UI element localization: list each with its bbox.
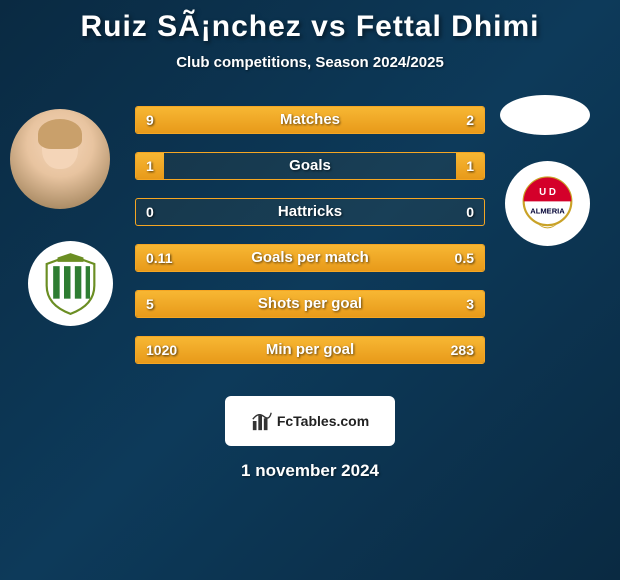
player-right-avatar [500,95,590,135]
logo-chart-icon [251,410,273,432]
comparison-area: U D ALMERIA 92Matches 11Goals 00Hattricks 0… [0,101,620,381]
stat-label: Goals [136,153,484,179]
date-label: 1 november 2024 [0,461,620,481]
stat-label: Min per goal [136,337,484,363]
stat-row: 0.110.5Goals per match [135,244,485,272]
club-right-badge: U D ALMERIA [505,161,590,246]
stat-label: Goals per match [136,245,484,271]
stat-row: 92Matches [135,106,485,134]
stat-row: 00Hattricks [135,198,485,226]
subtitle: Club competitions, Season 2024/2025 [0,54,620,71]
fctables-logo: FcTables.com [225,396,395,446]
stat-row: 1020283Min per goal [135,336,485,364]
cordoba-badge-icon [38,251,103,316]
club-left-badge [28,241,113,326]
almeria-badge-icon: U D ALMERIA [515,171,580,236]
page-title: Ruiz SÃ¡nchez vs Fettal Dhimi [0,0,620,44]
stat-row: 11Goals [135,152,485,180]
player-left-avatar [10,109,110,209]
stat-label: Matches [136,107,484,133]
logo-text: FcTables.com [277,413,369,429]
stat-row: 53Shots per goal [135,290,485,318]
stat-bars: 92Matches 11Goals 00Hattricks 0.110.5Goals … [135,106,485,382]
stat-label: Shots per goal [136,291,484,317]
svg-text:U D: U D [539,187,556,198]
stat-label: Hattricks [136,199,484,225]
svg-text:ALMERIA: ALMERIA [530,206,565,215]
